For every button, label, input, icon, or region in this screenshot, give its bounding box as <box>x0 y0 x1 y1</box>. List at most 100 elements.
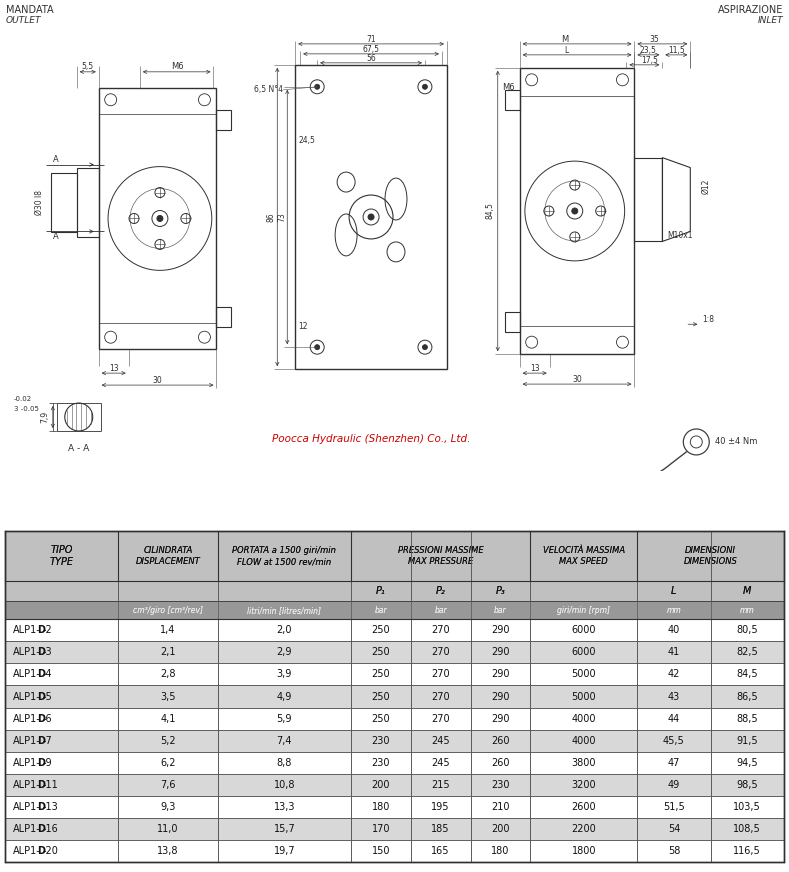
Bar <box>638 685 711 707</box>
Text: 2,8: 2,8 <box>160 670 176 679</box>
Text: 6000: 6000 <box>571 625 596 636</box>
Text: P₁: P₁ <box>376 586 386 596</box>
Text: ALP1-: ALP1- <box>13 625 41 636</box>
Bar <box>118 818 218 840</box>
Text: 84,5: 84,5 <box>736 670 758 679</box>
Bar <box>351 685 411 707</box>
Text: M: M <box>743 586 751 596</box>
Bar <box>638 582 711 602</box>
Text: ALP1-: ALP1- <box>13 647 41 657</box>
Text: giri/min [rpm]: giri/min [rpm] <box>557 606 610 615</box>
Text: 56: 56 <box>366 54 376 64</box>
Bar <box>351 531 411 582</box>
Bar <box>411 602 470 619</box>
Bar <box>118 840 218 862</box>
Text: 24,5: 24,5 <box>298 136 315 146</box>
Bar <box>530 796 638 818</box>
Circle shape <box>315 344 320 350</box>
Text: 170: 170 <box>372 824 390 834</box>
Text: 2200: 2200 <box>571 824 596 834</box>
Bar <box>118 602 218 619</box>
Bar <box>711 796 784 818</box>
Bar <box>118 707 218 730</box>
Text: D: D <box>37 670 45 679</box>
Bar <box>411 531 470 582</box>
Text: 13,8: 13,8 <box>157 846 179 856</box>
Text: 3 -0.05: 3 -0.05 <box>14 406 39 412</box>
Bar <box>351 602 411 619</box>
Bar <box>470 602 530 619</box>
Circle shape <box>157 215 163 221</box>
Text: -2: -2 <box>43 625 53 636</box>
Bar <box>118 619 218 642</box>
Bar <box>218 773 351 796</box>
Text: D: D <box>37 691 45 701</box>
Text: 4000: 4000 <box>571 713 596 724</box>
Text: 290: 290 <box>491 713 510 724</box>
Bar <box>711 752 784 773</box>
Bar <box>411 707 470 730</box>
Text: 84,5: 84,5 <box>485 202 494 220</box>
Bar <box>351 840 411 862</box>
Bar <box>470 582 530 602</box>
Text: 250: 250 <box>372 670 391 679</box>
Bar <box>711 707 784 730</box>
Text: 13: 13 <box>109 364 118 372</box>
Bar <box>711 642 784 664</box>
Text: ALP1-: ALP1- <box>13 713 41 724</box>
Text: 215: 215 <box>432 780 450 790</box>
Bar <box>5 531 118 582</box>
Text: P₂: P₂ <box>436 586 446 596</box>
Bar <box>118 531 218 582</box>
Text: 10,8: 10,8 <box>274 780 295 790</box>
Text: 86: 86 <box>267 212 276 221</box>
Text: VELOCITÀ MASSIMA
MAX SPEED: VELOCITÀ MASSIMA MAX SPEED <box>543 546 625 566</box>
Text: 1,4: 1,4 <box>160 625 176 636</box>
Text: L: L <box>565 46 569 56</box>
Text: 40: 40 <box>667 625 680 636</box>
Text: CILINDRATA
DISPLACEMENT: CILINDRATA DISPLACEMENT <box>136 546 200 566</box>
Text: 15,7: 15,7 <box>274 824 295 834</box>
Bar <box>470 531 530 582</box>
Text: ASPIRAZIONE: ASPIRAZIONE <box>718 5 783 15</box>
Text: 23,5: 23,5 <box>640 46 656 56</box>
Bar <box>118 685 218 707</box>
Bar <box>505 90 520 110</box>
Bar <box>351 582 411 602</box>
Text: D: D <box>37 846 45 856</box>
Bar <box>218 602 351 619</box>
Text: 11,5: 11,5 <box>668 46 685 56</box>
Bar <box>638 773 711 796</box>
Text: bar: bar <box>434 606 447 615</box>
Circle shape <box>315 85 320 89</box>
Bar <box>118 602 218 619</box>
Bar <box>530 531 638 582</box>
Bar <box>711 730 784 752</box>
Bar <box>530 818 638 840</box>
Text: M6: M6 <box>502 84 514 92</box>
Bar <box>118 796 218 818</box>
Text: 4,1: 4,1 <box>160 713 176 724</box>
Text: 5000: 5000 <box>571 691 596 701</box>
Text: 91,5: 91,5 <box>736 736 758 746</box>
Text: TIPO
TYPE: TIPO TYPE <box>50 545 73 568</box>
Text: 3,9: 3,9 <box>277 670 292 679</box>
Bar <box>5 531 784 862</box>
Bar <box>351 531 411 582</box>
Bar <box>638 602 711 619</box>
Bar <box>530 582 638 602</box>
Text: 260: 260 <box>491 758 510 767</box>
Bar <box>711 602 784 619</box>
Text: -5: -5 <box>43 691 53 701</box>
Bar <box>411 818 470 840</box>
Bar <box>411 730 470 752</box>
Bar <box>411 752 470 773</box>
Text: 71: 71 <box>366 36 376 44</box>
Text: 250: 250 <box>372 691 391 701</box>
Text: 86,5: 86,5 <box>736 691 758 701</box>
Bar <box>470 642 530 664</box>
Text: mm: mm <box>740 606 755 615</box>
Circle shape <box>422 85 428 89</box>
Text: -4: -4 <box>43 670 53 679</box>
Text: P₁: P₁ <box>376 586 386 596</box>
